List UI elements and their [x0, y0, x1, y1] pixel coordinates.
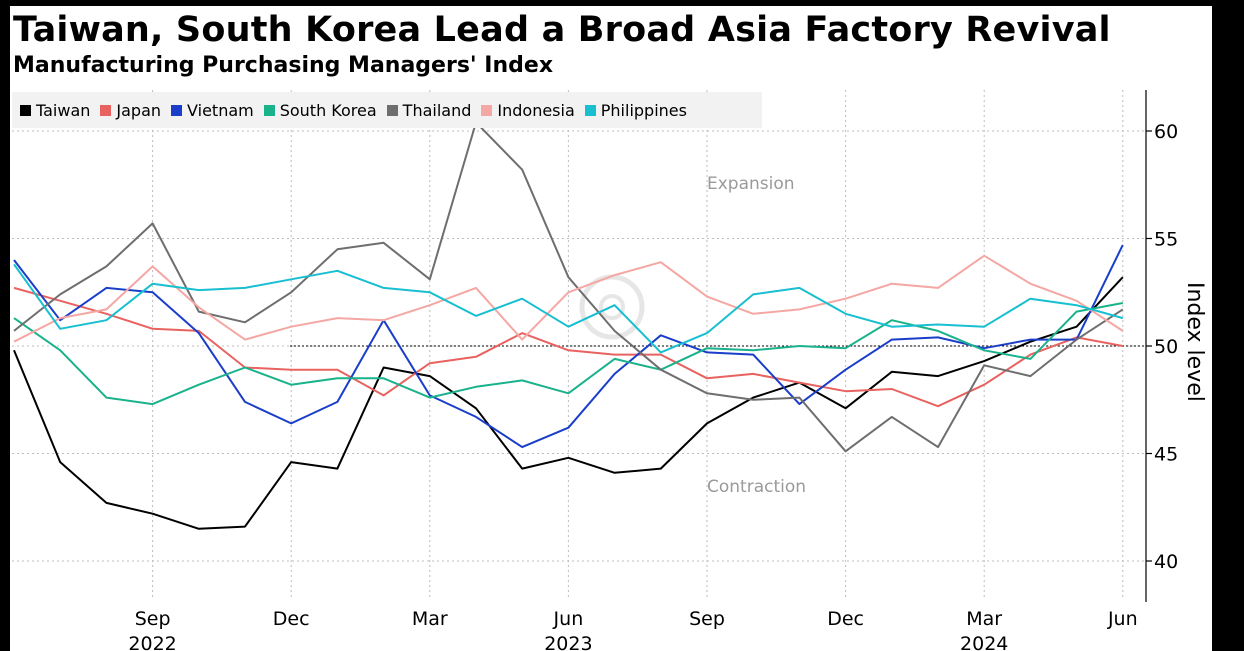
- x-tick-label-2024-03: Mar: [966, 608, 1002, 630]
- legend-swatch-south-korea: [263, 104, 275, 116]
- annotation-expansion: Expansion: [707, 174, 795, 194]
- legend-item-indonesia: Indonesia: [481, 100, 575, 120]
- chart-subtitle: Manufacturing Purchasing Managers' Index: [13, 53, 554, 78]
- chart-legend: Taiwan Japan Vietnam South Korea Thailand Ind…: [12, 92, 762, 128]
- legend-swatch-vietnam: [171, 104, 183, 116]
- series-line-taiwan: [13, 276, 1124, 530]
- legend-item-south-korea: South Korea: [263, 100, 377, 120]
- y-axis-title: Index level: [1182, 282, 1207, 402]
- x-tick-label-2022-12: Dec: [273, 608, 310, 630]
- series-line-japan: [13, 286, 1123, 408]
- x-tick-label-2022-09: Sep: [135, 608, 171, 630]
- legend-swatch-taiwan: [20, 104, 31, 116]
- series-line-south-korea: [13, 302, 1123, 406]
- x-tick-label-2023-06: Jun: [553, 608, 584, 630]
- x-year-label-2022: 2022: [128, 633, 176, 651]
- legend-label-vietnam: Vietnam: [187, 100, 254, 120]
- legend-label-south-korea: South Korea: [279, 100, 377, 120]
- legend-label-taiwan: Taiwan: [36, 100, 91, 120]
- legend-item-taiwan: Taiwan: [20, 101, 90, 120]
- x-tick-label-2023-03: Mar: [412, 608, 448, 630]
- annotation-contraction: Contraction: [707, 477, 806, 497]
- legend-swatch-japan: [100, 104, 112, 116]
- legend-item-philippines: Philippines: [584, 100, 687, 120]
- x-tick-label-2024-06: Jun: [1107, 608, 1138, 630]
- y-tick-label-55: 55: [1154, 229, 1178, 251]
- series-line-thailand: [13, 121, 1124, 453]
- series-line-philippines: [13, 263, 1124, 354]
- x-year-label-2023: 2023: [544, 633, 592, 651]
- series-line-vietnam: [13, 244, 1124, 449]
- legend-label-philippines: Philippines: [600, 100, 687, 120]
- x-tick-label-2023-12: Dec: [827, 608, 864, 630]
- legend-item-japan: Japan: [100, 101, 161, 120]
- legend-label-thailand: Thailand: [402, 100, 472, 120]
- y-tick-label-40: 40: [1154, 551, 1178, 573]
- legend-item-thailand: Thailand: [386, 100, 472, 120]
- legend-label-japan: Japan: [116, 100, 162, 120]
- legend-item-vietnam: Vietnam: [171, 101, 254, 120]
- watermark-logo-inner-icon: [599, 294, 625, 320]
- y-tick-label-45: 45: [1154, 444, 1178, 466]
- legend-label-indonesia: Indonesia: [497, 100, 575, 120]
- chart-title: Taiwan, South Korea Lead a Broad Asia Fa…: [13, 10, 1111, 50]
- x-year-label-2024: 2024: [960, 633, 1008, 651]
- legend-swatch-thailand: [386, 104, 398, 116]
- y-tick-label-50: 50: [1154, 336, 1178, 358]
- series-line-indonesia: [13, 254, 1124, 343]
- x-tick-label-2023-09: Sep: [689, 608, 725, 630]
- y-tick-label-60: 60: [1154, 121, 1178, 143]
- legend-swatch-philippines: [584, 104, 596, 116]
- legend-swatch-indonesia: [481, 104, 493, 116]
